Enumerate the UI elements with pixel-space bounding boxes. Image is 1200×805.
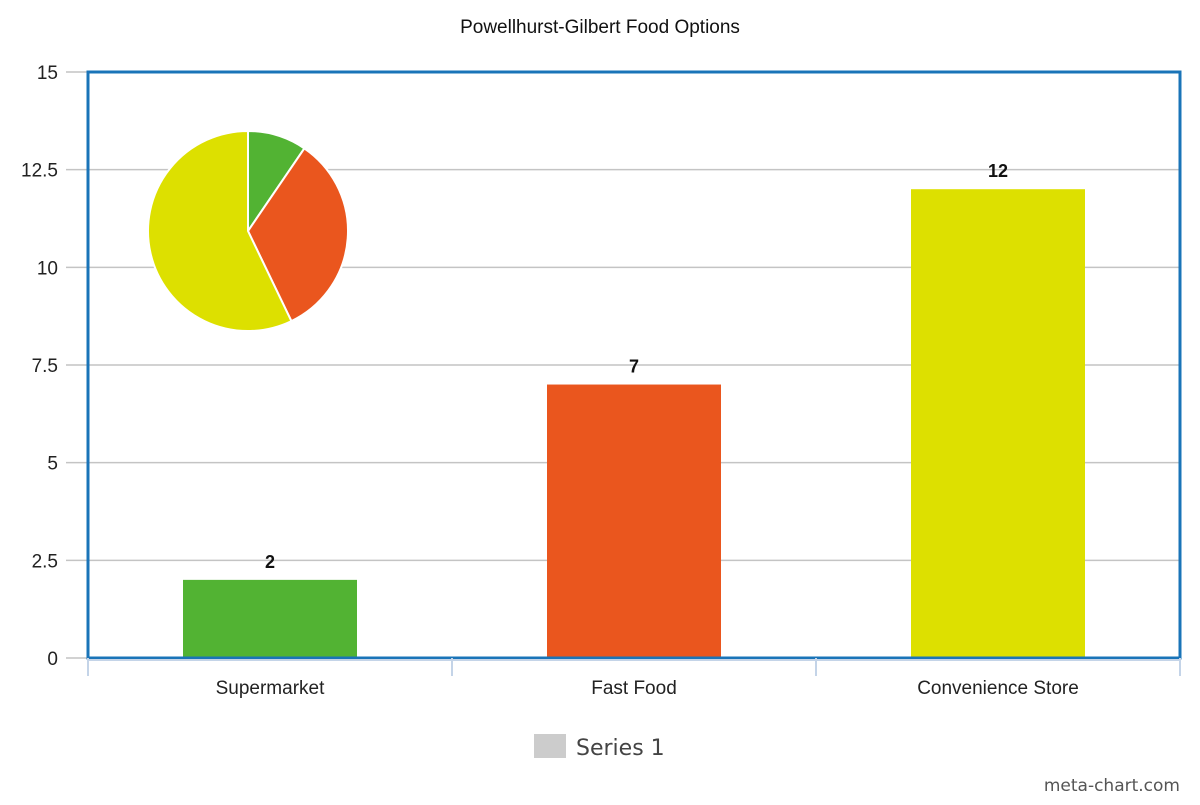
data-label: 7	[629, 357, 639, 377]
bars	[183, 189, 1085, 658]
x-tick-label: Convenience Store	[917, 678, 1079, 699]
inset-pie-chart	[147, 129, 349, 332]
pie-slice-convenience-store[interactable]	[147, 129, 293, 332]
y-tick-label: 7.5	[32, 356, 58, 377]
bar-fast-food[interactable]	[547, 384, 721, 658]
bar-convenience-store[interactable]	[911, 189, 1085, 658]
y-tick-label: 12.5	[21, 161, 58, 182]
data-label: 12	[988, 161, 1008, 181]
pie-slice-fast-food[interactable]	[246, 146, 349, 323]
x-axis: Supermarket Fast Food Convenience Store	[87, 658, 1181, 699]
y-tick-label: 0	[47, 649, 58, 670]
data-label: 2	[265, 552, 275, 572]
plot-area-border	[86, 70, 1182, 660]
legend-label: Series 1	[576, 736, 665, 761]
y-axis-ticks: 0 2.5 5 7.5 10 12.5 15	[21, 63, 88, 670]
chart-title: Powellhurst-Gilbert Food Options	[460, 17, 740, 38]
x-tick-label: Fast Food	[591, 678, 677, 699]
y-tick-label: 15	[37, 63, 58, 84]
x-tick-label: Supermarket	[216, 678, 325, 699]
y-tick-label: 10	[37, 258, 58, 279]
legend-swatch	[534, 734, 566, 758]
data-labels: 2 7 12	[265, 161, 1008, 572]
bar-supermarket[interactable]	[183, 579, 357, 658]
y-tick-label: 2.5	[32, 551, 58, 572]
watermark: meta-chart.com	[1044, 776, 1180, 796]
legend[interactable]: Series 1	[534, 734, 665, 761]
y-tick-label: 5	[47, 454, 58, 475]
